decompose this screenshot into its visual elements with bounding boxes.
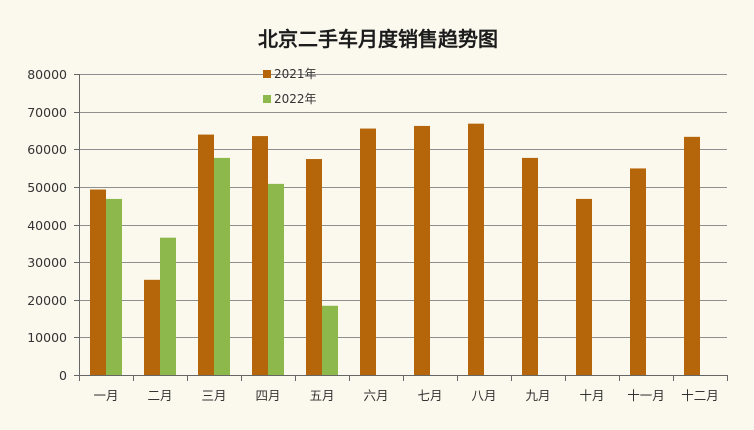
x-tick-label: 九月 <box>525 388 550 403</box>
bar-series2-month5 <box>322 305 338 375</box>
y-tick-label: 60000 <box>27 142 67 157</box>
bar-series1-month10 <box>576 198 592 375</box>
bar-series1-month12 <box>684 136 700 375</box>
bar-series2-month2 <box>160 237 176 375</box>
bar-series1-month5 <box>306 159 322 375</box>
legend-label: 2022年 <box>274 92 317 106</box>
bar-series2-month4 <box>268 183 284 375</box>
gridlines <box>79 74 727 338</box>
x-tick-label: 八月 <box>471 388 496 403</box>
x-tick-label: 二月 <box>147 388 172 403</box>
bar-series2-month1 <box>106 198 122 375</box>
y-tick-label: 40000 <box>27 218 67 233</box>
legend-swatch <box>263 95 271 103</box>
x-tick-label: 三月 <box>201 388 226 403</box>
bar-series1-month3 <box>198 134 214 375</box>
y-tick-label: 50000 <box>27 180 67 195</box>
x-tick-label: 四月 <box>255 388 280 403</box>
x-tick-label: 十二月 <box>681 388 719 403</box>
x-tick-label: 六月 <box>363 388 388 403</box>
bar-series1-month7 <box>414 125 430 375</box>
y-tick-label: 10000 <box>27 330 67 345</box>
bar-series2-month3 <box>214 157 230 375</box>
y-tick-label: 80000 <box>27 67 67 82</box>
y-tick-label: 20000 <box>27 293 67 308</box>
chart-title: 北京二手车月度销售趋势图 <box>258 27 498 51</box>
x-tick-label: 一月 <box>93 388 118 403</box>
legend-label: 2021年 <box>274 67 317 81</box>
bar-series1-month9 <box>522 157 538 375</box>
legend-swatch <box>263 70 271 78</box>
bar-series1-month2 <box>144 279 160 375</box>
x-tick-label: 七月 <box>417 388 442 403</box>
legend: 2021年 2022年 <box>263 67 317 106</box>
bar-series1-month4 <box>252 136 268 375</box>
bar-series1-month11 <box>630 168 646 375</box>
x-tick-label: 十一月 <box>627 388 665 403</box>
bars <box>90 123 700 375</box>
bar-series1-month6 <box>360 128 376 375</box>
bar-series1-month8 <box>468 123 484 375</box>
y-tick-label: 70000 <box>27 105 67 120</box>
y-tick-label: 0 <box>59 368 67 383</box>
x-tick-label: 十月 <box>579 388 604 403</box>
axes: 0 10000 20000 30000 40000 50000 60000 70000 8000… <box>27 67 728 403</box>
y-tick-label: 30000 <box>27 255 67 270</box>
bar-series1-month1 <box>90 189 106 375</box>
x-tick-label: 五月 <box>309 388 334 403</box>
